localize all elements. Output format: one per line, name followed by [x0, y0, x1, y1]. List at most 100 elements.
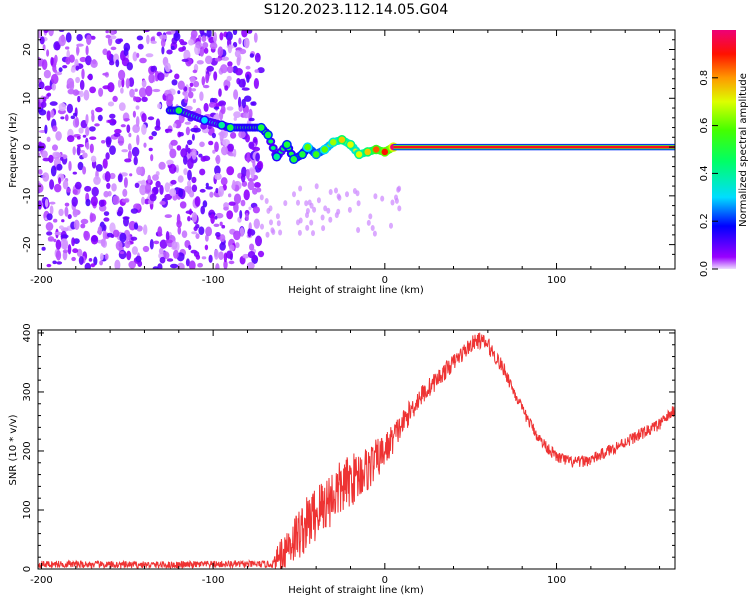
- noise-speck: [38, 109, 47, 116]
- noise-speck: [197, 262, 204, 268]
- noise-speck: [238, 37, 242, 45]
- noise-speck: [214, 172, 222, 181]
- colorbar-ticks: 0.0 0.2 0.4 0.6 0.8: [699, 70, 718, 277]
- signal-point: [216, 120, 227, 130]
- noise-speck: [161, 46, 165, 55]
- noise-speck: [62, 249, 69, 254]
- noise-speck: [114, 259, 121, 269]
- noise-speck: [192, 69, 198, 74]
- y-tick-label: 0: [22, 566, 33, 572]
- noise-speck: [187, 169, 192, 181]
- noise-speck: [41, 59, 48, 70]
- noise-speck: [67, 244, 72, 255]
- noise-speck: [46, 110, 51, 121]
- noise-speck: [242, 253, 250, 259]
- noise-speck: [185, 210, 194, 214]
- noise-speck: [196, 60, 204, 65]
- x-tick-label: 0: [382, 575, 388, 586]
- noise-speck: [132, 110, 136, 118]
- noise-speck: [38, 81, 45, 90]
- noise-speck: [102, 72, 109, 76]
- noise-speck: [158, 247, 164, 255]
- noise-speck: [134, 96, 140, 101]
- noise-speck: [90, 196, 98, 207]
- noise-speck: [97, 226, 103, 236]
- noise-speck: [238, 78, 246, 88]
- noise-speck: [200, 205, 205, 215]
- signal-point: [263, 130, 273, 140]
- signal-point: [311, 149, 321, 160]
- noise-speck: [109, 222, 116, 233]
- noise-speck: [58, 35, 66, 47]
- noise-speck: [110, 234, 115, 239]
- noise-speck: [72, 171, 78, 175]
- noise-speck: [213, 106, 220, 110]
- noise-speck: [246, 262, 255, 269]
- noise-speck: [183, 155, 188, 165]
- noise-speck: [227, 143, 235, 152]
- noise-speck: [211, 132, 216, 139]
- noise-speck: [247, 180, 255, 191]
- noise-speck: [105, 152, 110, 160]
- colorbar-tick-label: 0.0: [699, 261, 710, 277]
- noise-speck: [253, 32, 258, 43]
- noise-speck: [52, 125, 58, 132]
- noise-speck: [234, 50, 241, 58]
- noise-speck: [79, 56, 87, 63]
- noise-speck: [137, 43, 144, 50]
- noise-speck: [54, 54, 58, 64]
- noise-speck: [159, 184, 164, 195]
- noise-speck: [113, 132, 121, 137]
- noise-speck: [58, 208, 64, 217]
- noise-speck: [266, 207, 271, 214]
- noise-speck: [90, 155, 97, 163]
- noise-speck: [79, 79, 85, 91]
- noise-speck: [64, 202, 70, 207]
- noise-speck: [137, 180, 145, 184]
- noise-speck: [248, 141, 255, 149]
- noise-speck: [195, 233, 200, 240]
- noise-speck: [370, 225, 375, 231]
- noise-speck: [42, 96, 47, 103]
- noise-speck: [278, 229, 283, 236]
- noise-speck: [240, 199, 246, 207]
- noise-speck: [145, 85, 153, 97]
- noise-speck: [128, 77, 135, 87]
- noise-speck: [188, 39, 194, 46]
- noise-speck: [85, 55, 92, 66]
- noise-speck: [222, 139, 231, 146]
- noise-speck: [233, 116, 237, 121]
- noise-speck: [249, 53, 255, 58]
- noise-speck: [205, 182, 209, 188]
- noise-speck: [184, 186, 191, 193]
- noise-speck: [321, 225, 326, 232]
- signal-point: [319, 144, 330, 155]
- noise-speck: [85, 45, 89, 56]
- noise-speck: [178, 47, 185, 52]
- noise-speck: [298, 185, 303, 192]
- noise-speck: [270, 227, 275, 234]
- noise-speck: [164, 128, 173, 132]
- noise-speck: [67, 214, 72, 220]
- noise-speck: [75, 76, 80, 84]
- noise-speck: [175, 164, 180, 174]
- y-tick-label: 200: [22, 441, 33, 460]
- noise-speck: [145, 53, 154, 58]
- noise-speck: [181, 230, 188, 238]
- noise-speck: [73, 219, 80, 230]
- noise-speck: [68, 160, 72, 172]
- noise-speck: [132, 51, 138, 62]
- signal-point: [271, 152, 282, 162]
- noise-speck: [187, 180, 192, 187]
- noise-speck: [77, 161, 84, 171]
- noise-speck: [46, 231, 53, 236]
- noise-speck: [230, 132, 237, 139]
- noise-speck: [220, 64, 228, 74]
- noise-speck: [187, 139, 193, 146]
- noise-speck: [252, 256, 258, 261]
- noise-speck: [152, 186, 159, 195]
- noise-speck: [201, 76, 206, 86]
- noise-speck: [43, 30, 49, 33]
- noise-speck: [62, 240, 68, 250]
